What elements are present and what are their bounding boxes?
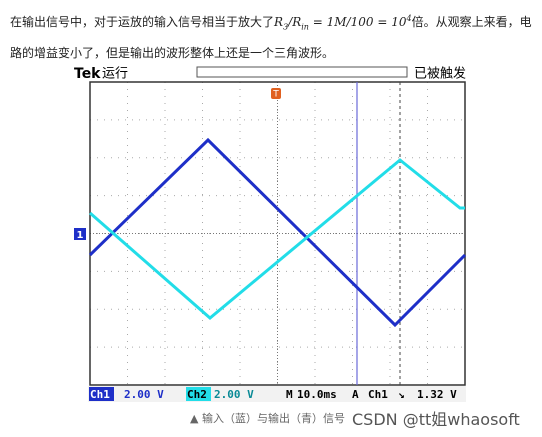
brand: Tek xyxy=(74,66,101,82)
paragraph: 在输出信号中，对于运放的输入信号相当于放大了R3/Rin = 1M/100 = … xyxy=(10,6,532,66)
graticule xyxy=(90,82,465,385)
status: 运行 xyxy=(102,67,128,82)
readout-item: Ch1 xyxy=(90,388,110,401)
oscilloscope: Tek 运行 已被触发 T 1 Ch1 2.00 V Ch2 2.00 V M 10.0m… xyxy=(72,64,472,404)
trigger-marker-bg xyxy=(271,88,281,99)
readout-item: M xyxy=(286,388,293,401)
readout-item: 1.32 V xyxy=(417,388,457,401)
math: R3/Rin = 1M/100 = 104 xyxy=(274,14,412,32)
math-part: /R xyxy=(288,15,302,29)
readout-label-bg xyxy=(186,387,211,401)
channel-marker-bg xyxy=(74,228,86,240)
trigger-marker: T xyxy=(272,90,279,100)
math-part: 3 xyxy=(283,22,289,32)
math-part: R xyxy=(274,15,284,29)
caption: ▲ 输入（蓝）与输出（青）信号 xyxy=(190,412,345,425)
readout-item: A xyxy=(352,388,359,401)
text: 在输出信号中，对于运放的输入信号相当于放大了 xyxy=(10,15,275,29)
channel-marker: 1 xyxy=(77,230,84,241)
input-wave xyxy=(88,137,467,328)
math-part: in xyxy=(301,22,309,32)
output-wave xyxy=(89,158,465,320)
record-bar xyxy=(196,66,408,78)
watermark: CSDN @tt姐whaosoft xyxy=(352,410,520,429)
readout-item: 2.00 V xyxy=(124,388,164,401)
trigger-state: 已被触发 xyxy=(414,66,466,82)
readout-bar xyxy=(88,386,466,402)
readout-label-bg xyxy=(89,387,114,401)
math-part: = 1M/100 = 10 xyxy=(308,15,407,29)
frame xyxy=(89,81,466,386)
readout-item: 2.00 V xyxy=(214,388,254,401)
text: 倍。从观察上来看，电路的增益变小了，但是输出的波形整体上还是一个三角波形。 xyxy=(10,15,532,61)
readout-item: ↘ xyxy=(398,388,405,401)
readout-item: Ch2 xyxy=(187,388,207,401)
readout-item: 10.0ms xyxy=(297,388,337,401)
math-part: 4 xyxy=(406,14,412,23)
readout-item: Ch1 xyxy=(368,388,388,401)
readout: Ch1 2.00 V Ch2 2.00 V M 10.0ms A Ch1 ↘ 1.32 V xyxy=(89,387,457,401)
